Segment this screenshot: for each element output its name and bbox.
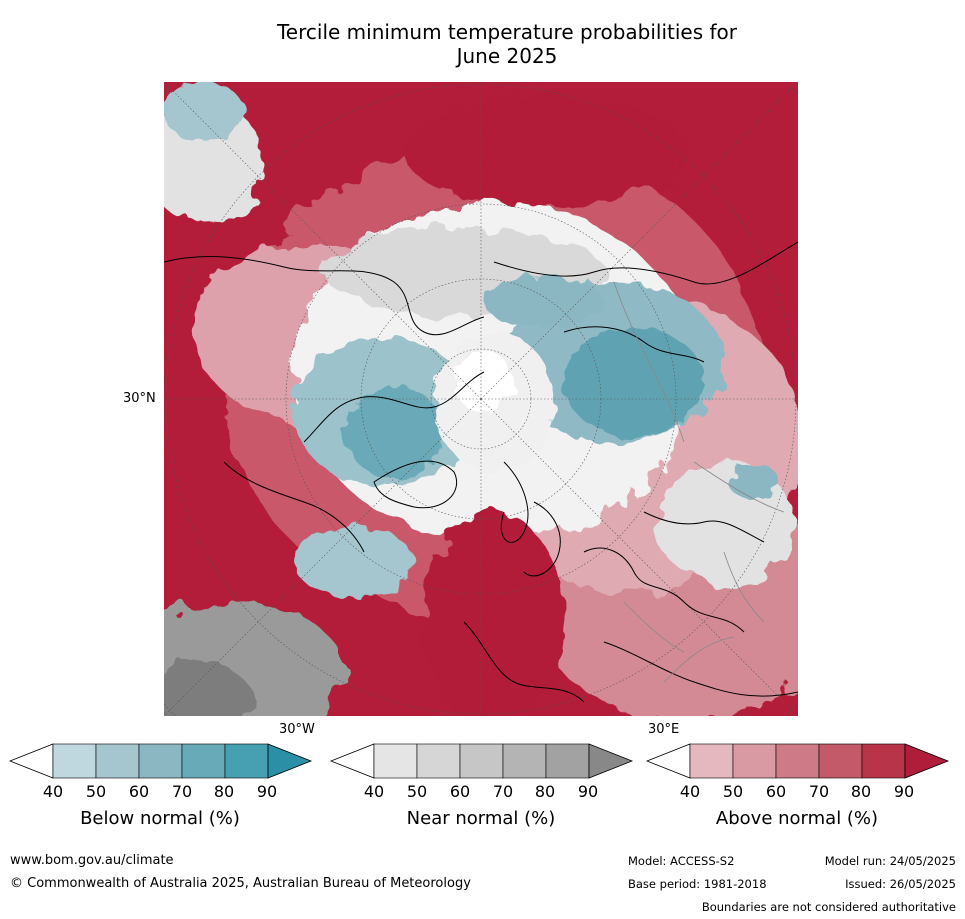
colorbar-bin	[775, 743, 820, 779]
tick-label: 60	[449, 782, 471, 801]
tick-label: 80	[850, 782, 872, 801]
colorbar-upper-extend	[267, 743, 313, 779]
tick-label: 50	[722, 782, 744, 801]
tick-label: 40	[679, 782, 701, 801]
country-boundaries	[613, 281, 785, 683]
colorbar-bin	[95, 743, 140, 779]
tick-label: 60	[765, 782, 787, 801]
colorbar-below-normal	[8, 743, 313, 779]
colorbar-below-label: Below normal (%)	[80, 808, 240, 829]
tick-label: 50	[406, 782, 428, 801]
tick-label: 90	[893, 782, 915, 801]
colorbar-lower-extend	[645, 743, 691, 779]
tick-label: 70	[808, 782, 830, 801]
colorbar-bin	[416, 743, 461, 779]
colorbar-bin	[689, 743, 734, 779]
colorbar-near-label: Near normal (%)	[406, 808, 556, 829]
colorbar-bin	[181, 743, 226, 779]
footer-model-run: Model run: 24/05/2025	[824, 854, 956, 868]
footer-issued: Issued: 26/05/2025	[845, 877, 956, 891]
coastlines	[164, 241, 798, 703]
chart-title: Tercile minimum temperature probabilitie…	[0, 20, 965, 68]
lon-label-30w: 30°W	[279, 722, 315, 737]
colorbar-bin	[138, 743, 183, 779]
arctic-near-normal	[434, 332, 554, 472]
tick-label: 80	[534, 782, 556, 801]
footer-model: Model: ACCESS-S2	[628, 854, 735, 868]
colorbar-upper-extend	[904, 743, 950, 779]
colorbar-upper-extend	[588, 743, 634, 779]
graticule	[164, 82, 798, 716]
footer-copyright: © Commonwealth of Australia 2025, Austra…	[10, 876, 471, 891]
tick-label: 90	[256, 782, 278, 801]
atlantic-above-normal	[404, 97, 684, 716]
footer-base-period: Base period: 1981-2018	[628, 877, 767, 891]
colorbar-near-normal	[329, 743, 634, 779]
colorbar-bin	[861, 743, 906, 779]
colorbar-above-label: Above normal (%)	[715, 808, 879, 829]
below-normal-zones	[164, 82, 779, 597]
colorbar-bin	[732, 743, 777, 779]
title-line-2: June 2025	[456, 44, 558, 68]
lat-label-30n: 30°N	[123, 391, 156, 406]
tick-label: 80	[213, 782, 235, 801]
colorbar-bin	[502, 743, 547, 779]
colorbar-bin	[52, 743, 97, 779]
tick-label: 60	[128, 782, 150, 801]
colorbar-lower-extend	[329, 743, 375, 779]
colorbar-bin	[545, 743, 590, 779]
lon-label-30e: 30°E	[648, 722, 680, 737]
tick-label: 40	[363, 782, 385, 801]
tick-label: 50	[85, 782, 107, 801]
tick-label: 90	[577, 782, 599, 801]
colorbar-bin	[459, 743, 504, 779]
colorbar-above-normal	[645, 743, 950, 779]
map-canvas	[164, 82, 798, 716]
tick-label: 40	[42, 782, 64, 801]
colorbar-bin	[224, 743, 269, 779]
colorbar-bin	[818, 743, 863, 779]
colorbar-bin	[373, 743, 418, 779]
title-line-1: Tercile minimum temperature probabilitie…	[276, 20, 738, 44]
footer-url: www.bom.gov.au/climate	[10, 853, 174, 868]
tick-label: 70	[492, 782, 514, 801]
footer-disclaimer: Boundaries are not considered authoritat…	[701, 900, 956, 914]
probability-map	[164, 82, 798, 716]
colorbar-lower-extend	[8, 743, 54, 779]
tick-label: 70	[171, 782, 193, 801]
